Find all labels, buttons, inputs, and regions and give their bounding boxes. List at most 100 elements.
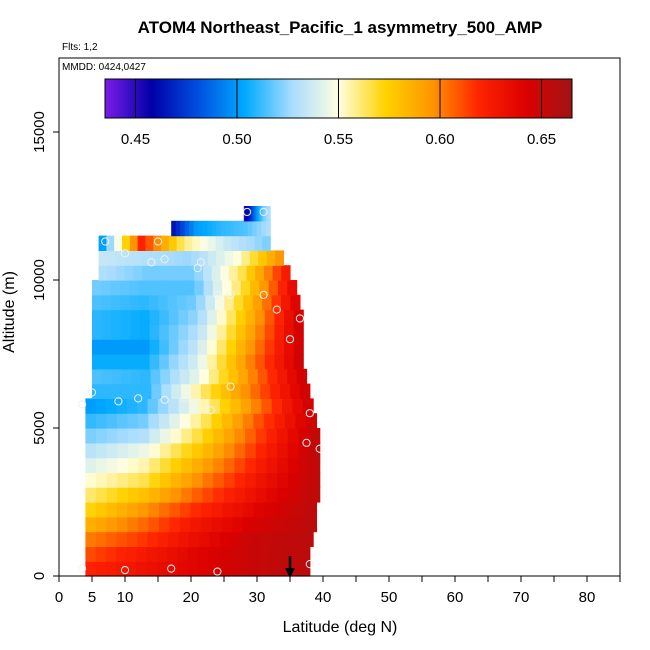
heatmap-cell [178, 339, 189, 355]
heatmap-cell [226, 339, 237, 355]
heatmap-cell [157, 531, 169, 547]
heatmap-cell [296, 368, 308, 385]
heatmap-cell [146, 561, 158, 577]
heatmap-cell [255, 339, 266, 355]
heatmap-cell [148, 294, 159, 311]
heatmap-cell [127, 516, 139, 533]
heatmap-cell [255, 265, 265, 281]
heatmap-cell [197, 546, 209, 562]
heatmap-cell [176, 265, 187, 281]
heatmap-cell [216, 309, 227, 325]
heatmap-cell [238, 546, 250, 562]
y-tick-label: 10000 [31, 259, 48, 301]
heatmap-cell [171, 383, 182, 399]
latitude-marker-arrow [285, 556, 295, 578]
heatmap-cell [120, 324, 131, 340]
heatmap-cell [191, 472, 204, 488]
heatmap-cell [184, 220, 190, 237]
heatmap-cell [289, 561, 301, 577]
heatmap-cell [149, 309, 160, 325]
heatmap-cell [284, 413, 296, 429]
heatmap-cell [287, 487, 299, 503]
heatmap-cell [205, 294, 216, 311]
heatmap-cell [148, 502, 160, 518]
heatmap-cell [277, 442, 289, 459]
heatmap-cell [225, 220, 231, 237]
heatmap-cell [159, 309, 170, 325]
heatmap-cell [137, 516, 149, 533]
heatmap-cell [213, 442, 225, 459]
heatmap-cell [145, 235, 154, 251]
heatmap-cell [245, 309, 256, 325]
heatmap-cell [159, 354, 170, 370]
heatmap-cell [191, 250, 200, 266]
heatmap-cell [255, 354, 266, 370]
heatmap-cell [129, 235, 139, 251]
heatmap-cell [224, 294, 235, 311]
heatmap-cell [223, 487, 236, 503]
heatmap-cell [92, 294, 103, 311]
sample-point [285, 335, 295, 344]
heatmap-cell [266, 487, 278, 503]
heatmap-cell [85, 546, 97, 562]
heatmap-cell [277, 487, 289, 503]
heatmap-cell [282, 398, 293, 414]
heatmap-cell [200, 235, 209, 251]
heatmap-cell [120, 309, 131, 325]
heatmap-cell [106, 487, 118, 503]
heatmap-cell [240, 280, 251, 296]
heatmap-cell [101, 368, 113, 385]
heatmap-cell [101, 324, 112, 340]
heatmap-cell [220, 383, 232, 399]
heatmap-cell [167, 546, 178, 562]
sample-point [305, 409, 314, 418]
x-tick-label: 40 [315, 589, 332, 606]
heatmap-cell [240, 398, 252, 414]
heatmap-cell [116, 502, 128, 518]
heatmap-cell [131, 383, 143, 399]
heatmap-cell [255, 457, 268, 473]
heatmap-cell [236, 324, 247, 340]
heatmap-cell [218, 546, 229, 562]
heatmap-cell [159, 472, 172, 488]
heatmap-cell [111, 368, 122, 385]
sample-point [213, 567, 222, 576]
heatmap-cell [266, 457, 278, 473]
heatmap-cell [226, 324, 237, 340]
heatmap-cell [181, 472, 193, 488]
y-axis-label: Altitude (m) [1, 271, 18, 353]
heatmap-cell [246, 265, 256, 281]
heatmap-cell [238, 368, 249, 385]
heatmap-cell [234, 457, 246, 473]
heatmap-cell [253, 206, 256, 222]
heatmap-cell [298, 472, 310, 488]
heatmap-cell [232, 413, 244, 429]
heatmap-cell [159, 487, 172, 503]
heatmap-cell [216, 250, 226, 266]
heatmap-cell [98, 235, 107, 251]
heatmap-cell [117, 472, 129, 488]
heatmap-cell [139, 294, 150, 311]
heatmap-cell [137, 398, 149, 414]
heatmap-cell [181, 383, 192, 399]
heatmap-cell [106, 502, 118, 518]
heatmap-cell [107, 265, 117, 281]
heatmap-cell [174, 250, 184, 266]
heatmap-cell [305, 516, 317, 533]
heatmap-cell [218, 561, 229, 577]
heatmap-cell [251, 398, 262, 414]
heatmap-cell [221, 502, 233, 518]
heatmap-cell [191, 457, 204, 473]
heatmap-cell [207, 561, 219, 577]
heatmap-cell [101, 354, 112, 370]
heatmap-cell [287, 457, 299, 473]
heatmap-cell [170, 487, 182, 503]
sample-point [167, 564, 176, 573]
heatmap-cell [223, 457, 236, 473]
heatmap-cell [302, 531, 314, 547]
heatmap-cell [305, 502, 317, 518]
heatmap-cell [188, 324, 199, 340]
heatmap-cell [261, 398, 273, 414]
heatmap-cell [157, 250, 167, 266]
heatmap-cell [209, 531, 221, 547]
